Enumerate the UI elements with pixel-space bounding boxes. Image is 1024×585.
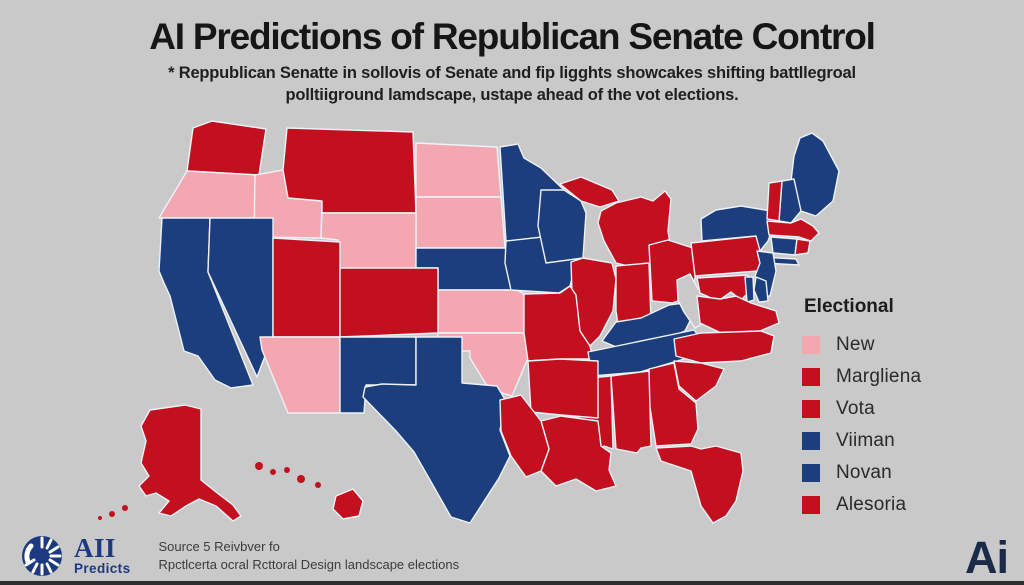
- legend-item: Vota: [802, 398, 1012, 419]
- page-title: AI Predictions of Republican Senate Cont…: [149, 16, 876, 57]
- state-michigan-upper: [559, 176, 620, 208]
- state-wisconsin: [537, 189, 587, 264]
- logo-text: AII: [74, 532, 117, 563]
- legend-swatch-red: [802, 368, 820, 386]
- state-arkansas: [527, 358, 599, 419]
- subtitle-line-2: polltiiground lamdscape, ustape ahead of…: [285, 85, 739, 104]
- state-alaska: [98, 404, 242, 522]
- state-delaware: [753, 276, 769, 303]
- state-connecticut: [770, 236, 798, 256]
- state-washington: [186, 120, 267, 176]
- legend-label: Vota: [836, 398, 875, 419]
- subtitle: * Reppublican Senatte in sollovis of Sen…: [0, 63, 1024, 107]
- logo-text-block: AII Predicts: [74, 532, 131, 577]
- legend-swatch-red: [802, 496, 820, 514]
- sunburst-logo-icon: [22, 536, 62, 576]
- state-alabama: [610, 370, 652, 454]
- state-colorado: [339, 267, 439, 338]
- state-vermont: [766, 180, 783, 222]
- state-north-dakota: [415, 142, 502, 198]
- state-maine: [790, 132, 840, 217]
- state-massachusetts: [766, 218, 820, 242]
- ai-watermark: Ai: [965, 532, 1009, 583]
- logo-subtext: Predicts: [74, 561, 131, 577]
- legend-swatch-blue: [802, 464, 820, 482]
- legend-item: Alesoria: [802, 494, 1012, 515]
- footer: AII Predicts Source 5 Reivbver fo Rpctlc…: [20, 534, 459, 578]
- bottom-edge-line: [0, 581, 1024, 585]
- state-georgia: [648, 362, 699, 447]
- state-texas: [362, 336, 511, 524]
- state-rhode-island: [794, 238, 811, 256]
- legend-item: Viiman: [802, 430, 1012, 451]
- legend-swatch-blue: [802, 432, 820, 450]
- legend-label: Novan: [836, 462, 892, 483]
- state-north-carolina: [673, 330, 775, 364]
- legend-label: Alesoria: [836, 494, 907, 515]
- source-line-1: Source 5 Reivbver fo: [158, 539, 280, 555]
- state-montana: [282, 127, 417, 214]
- legend-label: Margliena: [836, 366, 922, 387]
- legend-title: Electional: [804, 296, 894, 317]
- legend-item: Margliena: [802, 366, 1012, 387]
- state-arizona: [259, 336, 341, 414]
- state-utah: [272, 237, 341, 338]
- legend-swatch-pink: [802, 336, 820, 354]
- legend-item: Novan: [802, 462, 1012, 483]
- legend: Electional New Margliena Vota Viiman Nov…: [802, 296, 1012, 528]
- state-virginia: [696, 295, 780, 334]
- header: AI Predictions of Republican Senate Cont…: [0, 16, 1024, 107]
- state-chesapeake-strip: [744, 276, 755, 303]
- state-south-dakota: [415, 196, 506, 249]
- legend-item: New: [802, 334, 1012, 355]
- state-pennsylvania: [690, 235, 764, 277]
- source-block: Source 5 Reivbver fo Rpctlcerta ocral Rc…: [158, 538, 459, 573]
- state-kansas: [437, 289, 525, 334]
- legend-label: Viiman: [836, 430, 895, 451]
- source-line-2: Rpctlcerta ocral Rcttoral Design landsca…: [158, 557, 460, 572]
- state-hawaii: [255, 462, 364, 520]
- legend-swatch-red: [802, 400, 820, 418]
- state-oregon: [158, 170, 260, 219]
- legend-label: New: [836, 334, 875, 355]
- state-missouri: [523, 285, 594, 362]
- state-artifact-region: [499, 394, 550, 478]
- state-florida: [655, 445, 744, 524]
- subtitle-line-1: * Reppublican Senatte in sollovis of Sen…: [168, 63, 856, 82]
